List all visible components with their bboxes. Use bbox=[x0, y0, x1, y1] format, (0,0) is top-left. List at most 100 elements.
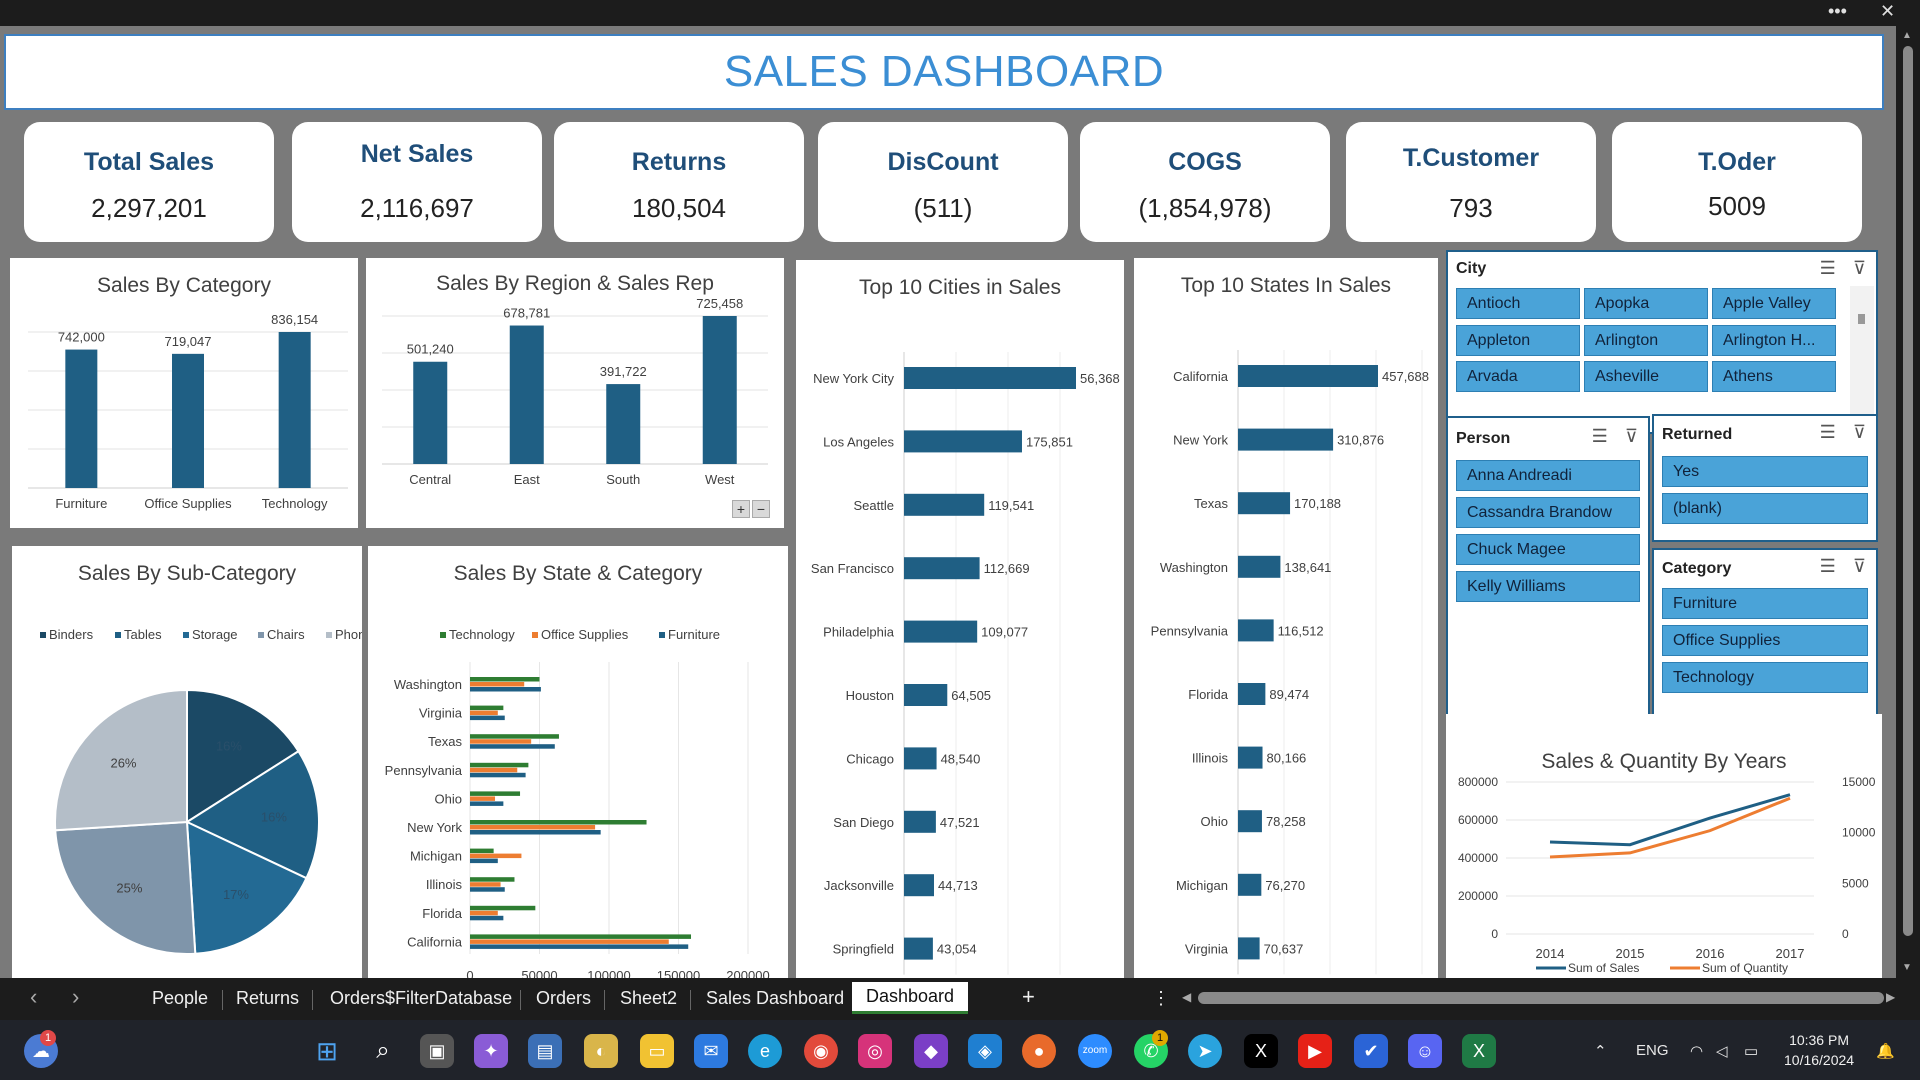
slicer-header: City bbox=[1456, 260, 1487, 277]
scroll-left-icon[interactable]: ◀ bbox=[1182, 990, 1192, 1004]
slicer-item[interactable]: Technology bbox=[1662, 662, 1868, 693]
clear-filter-icon[interactable]: ⊽ bbox=[1624, 426, 1638, 446]
battery-icon[interactable]: ▭ bbox=[1744, 1043, 1759, 1060]
slicer-item[interactable]: Cassandra Brandow bbox=[1456, 497, 1640, 528]
slicer-category[interactable]: Category ☰ ⊽ Furniture Office Supplies Tec… bbox=[1652, 548, 1878, 732]
slicer-item[interactable]: Arlington H... bbox=[1712, 324, 1836, 356]
panel-top-states[interactable]: Top 10 States In Sales California 457,688… bbox=[1134, 258, 1438, 998]
slicer-scroll-thumb[interactable] bbox=[1858, 314, 1865, 324]
multi-select-icon[interactable]: ☰ bbox=[1819, 258, 1836, 278]
tab-returns[interactable]: Returns bbox=[236, 988, 300, 1008]
scroll-up-icon[interactable]: ▲ bbox=[1902, 30, 1912, 41]
task-view-icon[interactable]: ▣ bbox=[420, 1034, 454, 1068]
slicer-item[interactable]: Anna Andreadi bbox=[1456, 460, 1640, 491]
panel-sales-by-subcategory[interactable]: Sales By Sub-Category Binders Tables Stora… bbox=[12, 546, 362, 994]
slicer-item[interactable]: Apopka bbox=[1584, 288, 1708, 319]
language-indicator[interactable]: ENG bbox=[1636, 1042, 1669, 1059]
clear-filter-icon[interactable]: ⊽ bbox=[1852, 422, 1866, 442]
x-icon[interactable]: X bbox=[1244, 1034, 1278, 1068]
tab-sales-dashboard[interactable]: Sales Dashboard bbox=[706, 988, 845, 1008]
slicer-item[interactable]: Arlington bbox=[1584, 324, 1708, 356]
show-hidden-icons[interactable]: ⌃ bbox=[1594, 1043, 1607, 1060]
tab-orders[interactable]: Orders bbox=[536, 988, 592, 1008]
bar bbox=[470, 705, 504, 711]
slicer-item[interactable]: Appleton bbox=[1456, 324, 1580, 356]
vertical-scrollbar[interactable]: ▲ ▼ bbox=[1896, 26, 1920, 978]
clock[interactable]: 10:36 PM 10/16/2024 bbox=[1784, 1030, 1854, 1070]
bar bbox=[904, 557, 980, 580]
next-sheet-icon[interactable]: › bbox=[72, 984, 80, 1009]
slicer-item[interactable]: Chuck Magee bbox=[1456, 534, 1640, 565]
y-left-tick: 0 bbox=[1491, 927, 1498, 941]
legend-swatch bbox=[659, 632, 665, 638]
slicer-item[interactable]: Asheville bbox=[1584, 361, 1708, 392]
slicer-item[interactable]: Furniture bbox=[1662, 588, 1868, 619]
slicer-person[interactable]: Person ☰ ⊽ Anna Andreadi Cassandra Brando… bbox=[1446, 416, 1650, 732]
collapse-field-button[interactable]: − bbox=[752, 500, 770, 518]
multi-select-icon[interactable]: ☰ bbox=[1591, 426, 1608, 446]
close-icon[interactable]: ✕ bbox=[1880, 1, 1896, 21]
app-icon[interactable]: ◐ bbox=[584, 1034, 618, 1068]
photos-icon[interactable]: ▤ bbox=[528, 1034, 562, 1068]
tab-people[interactable]: People bbox=[152, 988, 209, 1008]
expand-field-button[interactable]: + bbox=[732, 500, 750, 518]
instagram-icon[interactable]: ◎ bbox=[858, 1034, 892, 1068]
panel-top-cities[interactable]: Top 10 Cities in Sales New York City 56,3… bbox=[796, 260, 1124, 998]
slicer-toolbar: ☰ ⊽ bbox=[1592, 426, 1638, 447]
visual-studio-icon[interactable]: ◆ bbox=[914, 1034, 948, 1068]
panel-sales-by-region[interactable]: Sales By Region & Sales Rep 501,240 Centr… bbox=[366, 258, 784, 528]
panel-sales-quantity-years[interactable]: Sales & Quantity By Years 800000 600000 40… bbox=[1446, 714, 1882, 994]
discord-icon[interactable]: ☺ bbox=[1408, 1034, 1442, 1068]
slicer-item[interactable]: Athens bbox=[1712, 361, 1836, 392]
slicer-item[interactable]: Office Supplies bbox=[1662, 625, 1868, 656]
excel-icon[interactable]: X bbox=[1462, 1034, 1496, 1068]
multi-select-icon[interactable]: ☰ bbox=[1819, 556, 1836, 576]
category-label: San Francisco bbox=[811, 561, 894, 576]
wifi-icon[interactable]: ◠ bbox=[1690, 1043, 1704, 1060]
more-options-icon[interactable]: ••• bbox=[1828, 1, 1847, 21]
more-sheets-icon[interactable]: ⋮ bbox=[1152, 988, 1170, 1008]
slicer-item[interactable]: Kelly Williams bbox=[1456, 571, 1640, 602]
notifications-icon[interactable]: 🔔 bbox=[1876, 1043, 1895, 1060]
panel-sales-by-category[interactable]: Sales By Category 742,000 Furniture 719,04… bbox=[10, 258, 358, 528]
scroll-down-icon[interactable]: ▼ bbox=[1902, 962, 1912, 973]
clear-filter-icon[interactable]: ⊽ bbox=[1852, 556, 1866, 576]
volume-icon[interactable]: ◁ bbox=[1716, 1043, 1728, 1060]
youtube-icon[interactable]: ▶ bbox=[1298, 1034, 1332, 1068]
y-right-tick: 5000 bbox=[1842, 876, 1869, 890]
slicer-item[interactable]: (blank) bbox=[1662, 493, 1868, 524]
slicer-item[interactable]: Arvada bbox=[1456, 361, 1580, 392]
horizontal-scroll-thumb[interactable] bbox=[1198, 992, 1884, 1004]
slicer-scrollbar[interactable] bbox=[1850, 286, 1874, 428]
vscode-icon[interactable]: ◈ bbox=[968, 1034, 1002, 1068]
tab-sheet2[interactable]: Sheet2 bbox=[620, 988, 678, 1008]
mail-icon[interactable]: ✉ bbox=[694, 1034, 728, 1068]
windows-start-icon[interactable]: ⊞ bbox=[316, 1036, 338, 1066]
search-icon[interactable]: ⌕ bbox=[376, 1037, 390, 1064]
slicer-city[interactable]: City ☰ ⊽ Antioch Apopka Apple Valley Applet… bbox=[1446, 250, 1878, 434]
add-sheet-icon[interactable]: + bbox=[1022, 984, 1035, 1009]
slicer-item[interactable]: Yes bbox=[1662, 456, 1868, 487]
clear-filter-icon[interactable]: ⊽ bbox=[1852, 258, 1866, 278]
slicer-item[interactable]: Apple Valley bbox=[1712, 288, 1836, 319]
todo-icon[interactable]: ✔ bbox=[1354, 1034, 1388, 1068]
slicer-item[interactable]: Antioch bbox=[1456, 288, 1580, 319]
chrome-icon[interactable]: ◉ bbox=[804, 1034, 838, 1068]
pie-slice bbox=[54, 820, 197, 955]
panel-sales-by-state-category[interactable]: Sales By State & Category Technology Offi… bbox=[368, 546, 788, 994]
scroll-right-icon[interactable]: ▶ bbox=[1886, 990, 1896, 1004]
tab-dashboard[interactable]: Dashboard bbox=[852, 982, 969, 1014]
copilot-icon[interactable]: ✦ bbox=[474, 1034, 508, 1068]
edge-icon[interactable]: e bbox=[748, 1034, 782, 1068]
zoom-icon[interactable]: zoom bbox=[1078, 1034, 1112, 1068]
prev-sheet-icon[interactable]: ‹ bbox=[30, 984, 38, 1009]
vertical-scroll-thumb[interactable] bbox=[1903, 46, 1913, 936]
tab-orders-filterdatabase[interactable]: Orders$FilterDatabase bbox=[330, 988, 513, 1008]
slicer-returned[interactable]: Returned ☰ ⊽ Yes (blank) bbox=[1652, 414, 1878, 542]
file-explorer-icon[interactable]: ▭ bbox=[640, 1034, 674, 1068]
legend-label: Chairs bbox=[267, 627, 305, 642]
y-right-tick: 0 bbox=[1842, 927, 1849, 941]
multi-select-icon[interactable]: ☰ bbox=[1819, 422, 1836, 442]
telegram-icon[interactable]: ➤ bbox=[1188, 1034, 1222, 1068]
firefox-icon[interactable]: ● bbox=[1022, 1034, 1056, 1068]
